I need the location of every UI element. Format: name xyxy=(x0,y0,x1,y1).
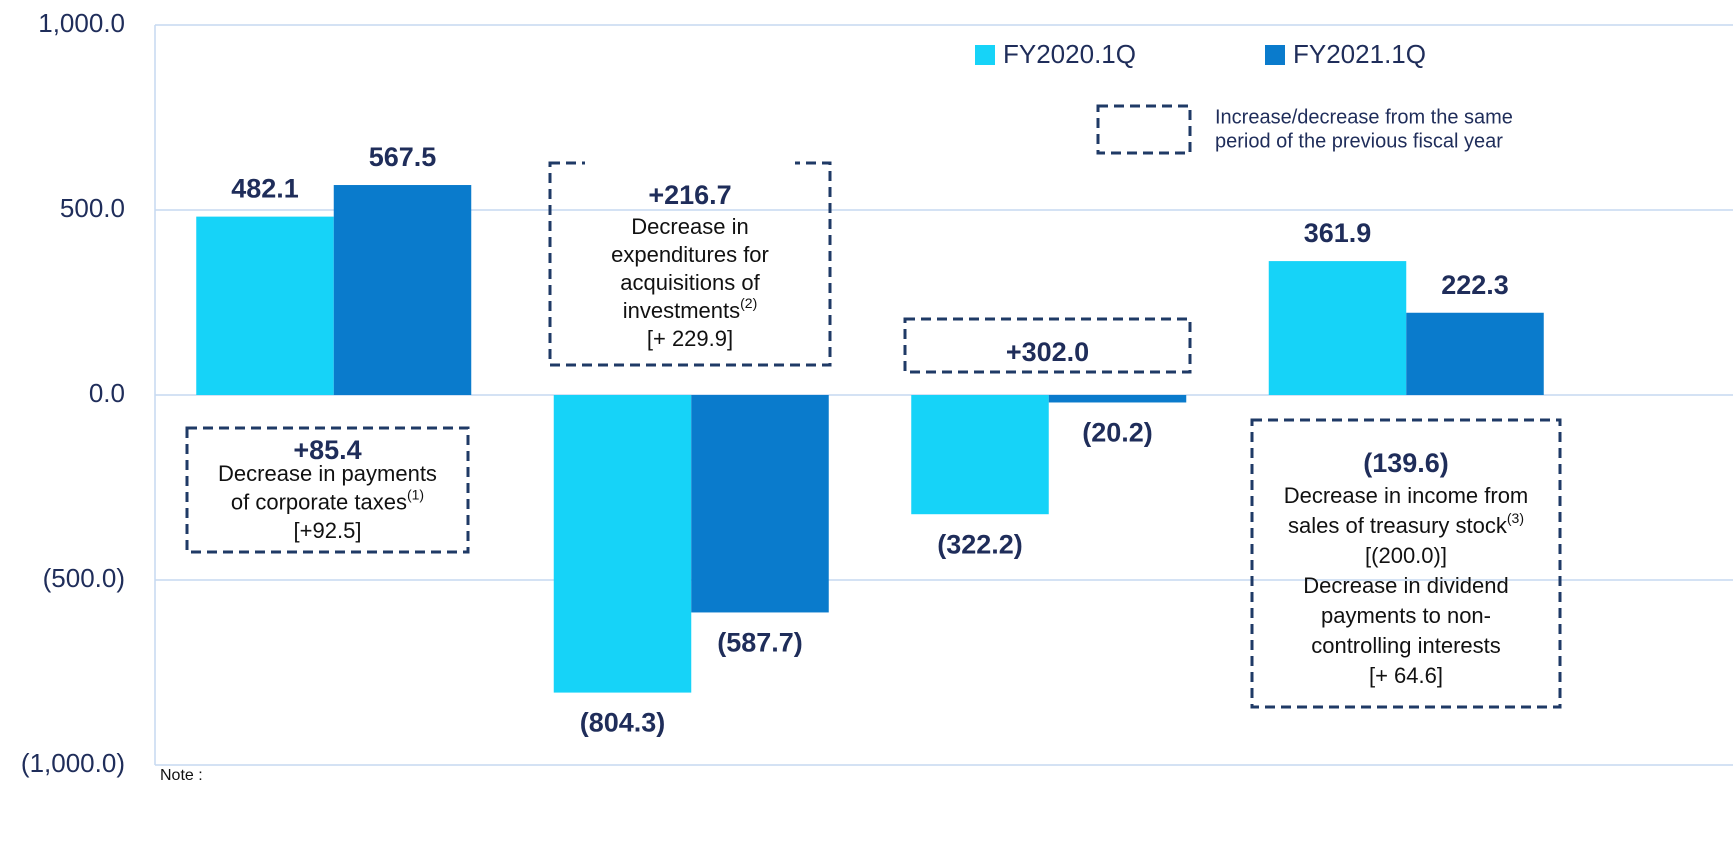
annotation-box xyxy=(1250,418,1562,709)
legend-box xyxy=(1096,104,1192,155)
legend-swatch xyxy=(975,45,995,65)
value-label: (587.7) xyxy=(717,628,803,658)
annotation-headline: +85.4 xyxy=(293,435,361,465)
annotation-text: controlling interests xyxy=(1311,633,1501,658)
annotation-text: sales of treasury stock(3) xyxy=(1288,510,1524,538)
bar xyxy=(911,395,1049,515)
bar xyxy=(1406,312,1544,395)
annotation-text: Decrease in income from xyxy=(1284,483,1529,508)
annotation-text-main: of corporate taxes xyxy=(231,489,407,514)
annotation-text: expenditures for xyxy=(611,242,769,267)
bar xyxy=(196,216,334,395)
value-label: 361.9 xyxy=(1304,218,1372,248)
y-tick-label: 0.0 xyxy=(89,378,125,408)
annotation-superscript: (1) xyxy=(407,486,424,502)
value-label: 222.3 xyxy=(1441,270,1509,300)
note: Note : xyxy=(160,767,203,784)
y-tick-label: 500.0 xyxy=(60,193,125,223)
value-label: 482.1 xyxy=(231,174,299,204)
annotation-headline: (139.6) xyxy=(1363,448,1449,478)
value-label: (20.2) xyxy=(1082,418,1153,448)
value-label: (804.3) xyxy=(580,708,666,738)
value-label: (322.2) xyxy=(937,529,1023,559)
bar xyxy=(333,185,472,395)
legend-swatch xyxy=(1265,45,1285,65)
y-tick-label: 1,000.0 xyxy=(38,8,125,38)
annotation-text: Decrease in dividend xyxy=(1303,573,1508,598)
annotation-gap xyxy=(585,159,795,169)
annotation-text: [(200.0)] xyxy=(1365,543,1447,568)
annotation-headline: +302.0 xyxy=(1006,337,1089,367)
annotation-headline: +216.7 xyxy=(648,180,731,210)
annotation-text-main: sales of treasury stock xyxy=(1288,513,1508,538)
value-label: 567.5 xyxy=(369,142,437,172)
y-tick-label: (1,000.0) xyxy=(21,748,125,778)
annotation-superscript: (2) xyxy=(740,295,757,311)
annotation-text: investments(2) xyxy=(623,295,758,323)
annotation-box xyxy=(903,317,1192,374)
annotation-text-main: investments xyxy=(623,298,740,323)
annotation-text: acquisitions of xyxy=(620,270,760,295)
annotation-text: [+ 229.9] xyxy=(647,326,733,351)
annotation-text: [+ 64.6] xyxy=(1369,663,1443,688)
legend-box-text: period of the previous fiscal year xyxy=(1215,130,1503,152)
annotation-text: payments to non- xyxy=(1321,603,1491,628)
legend-label: FY2021.1Q xyxy=(1293,39,1426,69)
y-tick-label: (500.0) xyxy=(43,563,125,593)
annotation-text: of corporate taxes(1) xyxy=(231,486,424,514)
legend-label: FY2020.1Q xyxy=(1003,39,1136,69)
annotation-superscript: (3) xyxy=(1507,510,1524,526)
legend-box-text: Increase/decrease from the same xyxy=(1215,106,1513,128)
annotation-box xyxy=(185,426,470,554)
bar xyxy=(1048,395,1187,403)
bar xyxy=(553,395,692,693)
bar xyxy=(691,395,829,613)
annotation-text: Decrease in xyxy=(631,214,748,239)
annotation-text: Decrease in payments xyxy=(218,461,437,486)
bar xyxy=(1268,261,1407,395)
annotation-text: [+92.5] xyxy=(294,518,362,543)
